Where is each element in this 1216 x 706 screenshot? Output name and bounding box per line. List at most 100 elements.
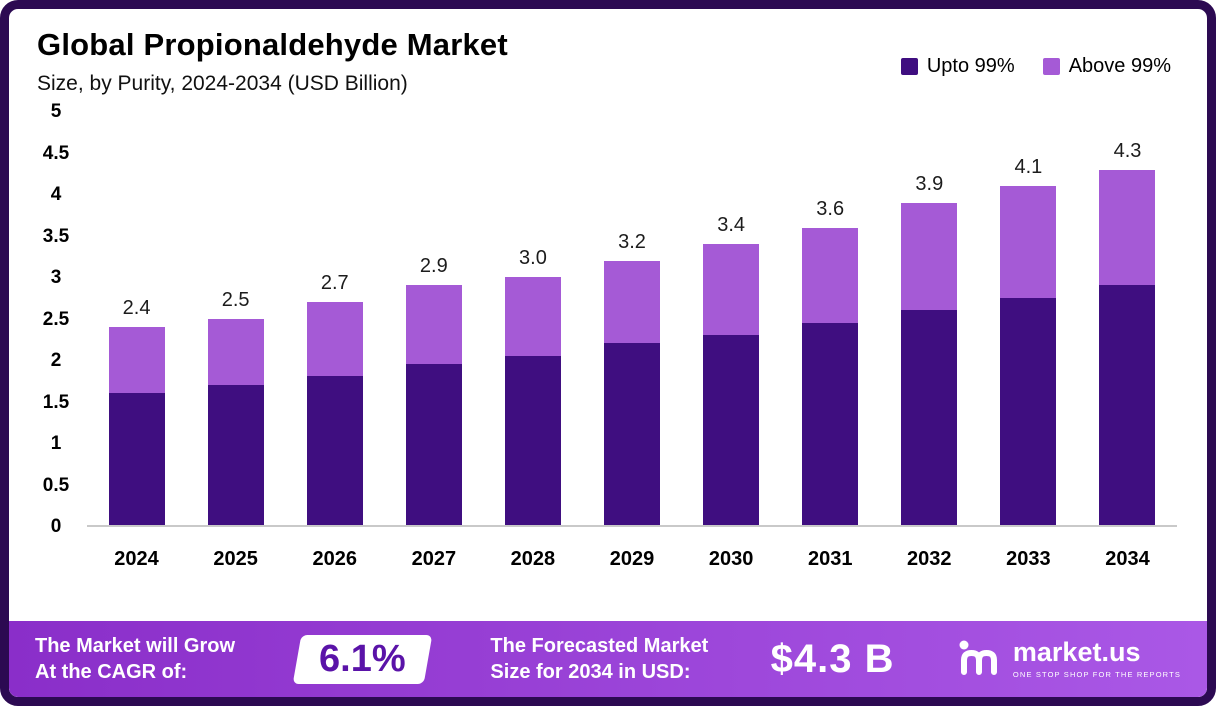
bar-segment-above-99 — [306, 301, 363, 377]
y-tick-label: 2 — [50, 350, 62, 371]
bar-column-2029: 3.2 2029 — [582, 112, 681, 570]
bar-total-label: 2.7 — [320, 271, 349, 294]
brand-tagline: ONE STOP SHOP FOR THE REPORTS — [1012, 670, 1181, 679]
stacked-bar — [306, 301, 363, 525]
legend-label: Above 99% — [1068, 55, 1171, 77]
y-tick-label: 5 — [50, 101, 62, 122]
bar-segment-above-99 — [901, 202, 958, 311]
bar-segment-upto-99 — [207, 384, 264, 525]
stacked-bar — [802, 227, 859, 525]
x-axis-label: 2028 — [510, 548, 556, 570]
bar-segment-above-99 — [604, 260, 661, 344]
bar-total-label: 2.9 — [419, 255, 448, 278]
forecast-label-line1: The Forecasted Market — [490, 635, 709, 657]
bar-segment-above-99 — [802, 227, 859, 323]
legend-swatch-dark-icon — [900, 58, 918, 75]
bar-column-2025: 2.5 2025 — [186, 112, 285, 570]
bar-total-label: 2.4 — [122, 296, 151, 319]
x-axis-label: 2034 — [1105, 548, 1150, 570]
bar-segment-upto-99 — [504, 355, 561, 525]
legend-item-above-99: Above 99% — [1042, 55, 1171, 78]
stacked-bar — [703, 244, 760, 525]
x-axis-label: 2031 — [807, 548, 853, 570]
bar-segment-upto-99 — [306, 376, 363, 525]
legend-swatch-light-icon — [1042, 58, 1060, 75]
x-axis-label: 2024 — [114, 548, 159, 570]
legend-item-upto-99: Upto 99% — [900, 55, 1015, 78]
x-axis-label: 2027 — [411, 548, 457, 570]
y-tick-label: 3 — [50, 267, 62, 288]
y-tick-label: 0 — [50, 516, 62, 537]
x-axis-label: 2026 — [312, 548, 357, 570]
cagr-label-line1: The Market will Grow — [35, 635, 236, 657]
bar-column-2028: 3.0 2028 — [483, 112, 582, 570]
bar-total-label: 3.4 — [717, 214, 746, 237]
bar-segment-above-99 — [1099, 169, 1156, 286]
y-tick-label: 0.5 — [42, 474, 70, 496]
bar-segment-upto-99 — [802, 322, 859, 525]
bar-total-label: 3.9 — [915, 172, 944, 195]
stacked-bar — [108, 326, 165, 525]
x-axis-label: 2030 — [708, 548, 754, 570]
brand-text: market.us ONE STOP SHOP FOR THE REPORTS — [1012, 637, 1181, 680]
bar-column-2030: 3.4 2030 — [682, 112, 781, 570]
footer-banner: The Market will Grow At the CAGR of: 6.1… — [9, 621, 1207, 697]
y-tick-label: 2.5 — [42, 308, 70, 330]
brand-block: market.us ONE STOP SHOP FOR THE REPORTS — [957, 636, 1181, 683]
bar-segment-upto-99 — [108, 392, 165, 525]
bar-segment-above-99 — [108, 326, 165, 393]
cagr-value: 6.1% — [319, 637, 407, 680]
forecast-value: $4.3 B — [770, 636, 895, 681]
bar-segment-above-99 — [504, 277, 561, 356]
bar-column-2024: 2.4 2024 — [87, 112, 186, 570]
bar-segment-upto-99 — [1099, 285, 1156, 525]
y-tick-label: 4.5 — [42, 142, 70, 164]
bar-segment-upto-99 — [901, 310, 958, 525]
bar-column-2026: 2.7 2026 — [285, 112, 384, 570]
bar-column-2031: 3.6 2031 — [781, 112, 880, 570]
y-tick-label: 3.5 — [42, 225, 70, 247]
bar-total-label: 3.6 — [816, 197, 845, 220]
bar-segment-above-99 — [207, 318, 264, 385]
page-title: Global Propionaldehyde Market — [37, 27, 508, 62]
bar-total-label: 3.0 — [519, 247, 547, 270]
stacked-bar — [504, 277, 561, 525]
bar-column-2032: 3.9 2032 — [880, 112, 979, 570]
bar-segment-above-99 — [703, 244, 760, 336]
title-block: Global Propionaldehyde Market Size, by P… — [37, 27, 508, 96]
y-axis: 0 0.5 1 1.5 2 2.5 3 3.5 4 4.5 5 — [25, 101, 87, 537]
stacked-bar — [405, 285, 462, 525]
stacked-bar — [604, 260, 661, 525]
y-tick-label: 1.5 — [42, 391, 70, 413]
cagr-label: The Market will Grow At the CAGR of: — [35, 633, 235, 685]
plot-area: 2.4 2024 2.5 2025 2.7 2026 2.9 2027 3.0 2028 3.2 20… — [87, 112, 1177, 570]
stacked-bar — [207, 318, 264, 525]
bar-segment-upto-99 — [703, 335, 760, 525]
x-axis-label: 2029 — [609, 548, 655, 570]
chart-area: 0 0.5 1 1.5 2 2.5 3 3.5 4 4.5 5 2.4 2024 2.5 2025 2.7 2… — [9, 96, 1207, 581]
forecast-label: The Forecasted Market Size for 2034 in U… — [490, 633, 708, 685]
y-tick-label: 4 — [50, 184, 62, 205]
cagr-label-line2: At the CAGR of: — [35, 661, 188, 683]
stacked-bar — [1099, 169, 1156, 525]
stacked-bar — [901, 202, 958, 525]
bar-segment-above-99 — [1000, 186, 1057, 298]
bar-segment-above-99 — [405, 285, 462, 364]
bar-total-label: 2.5 — [221, 288, 250, 311]
brand-name: market.us — [1012, 637, 1141, 667]
bar-column-2034: 4.3 2034 — [1078, 112, 1177, 570]
marketus-logo-icon — [957, 636, 1003, 683]
header: Global Propionaldehyde Market Size, by P… — [9, 9, 1207, 96]
chart-legend: Upto 99% Above 99% — [900, 55, 1171, 78]
x-axis-label: 2032 — [907, 548, 952, 570]
cagr-value-badge: 6.1% — [293, 634, 433, 684]
page-subtitle: Size, by Purity, 2024-2034 (USD Billion) — [37, 72, 408, 95]
bar-column-2033: 4.1 2033 — [979, 112, 1078, 570]
bar-segment-upto-99 — [1000, 297, 1057, 525]
x-axis-label: 2025 — [213, 548, 258, 570]
y-tick-label: 1 — [50, 433, 62, 454]
legend-label: Upto 99% — [926, 55, 1015, 77]
bar-total-label: 4.1 — [1014, 156, 1043, 179]
bar-total-label: 3.2 — [618, 230, 646, 253]
